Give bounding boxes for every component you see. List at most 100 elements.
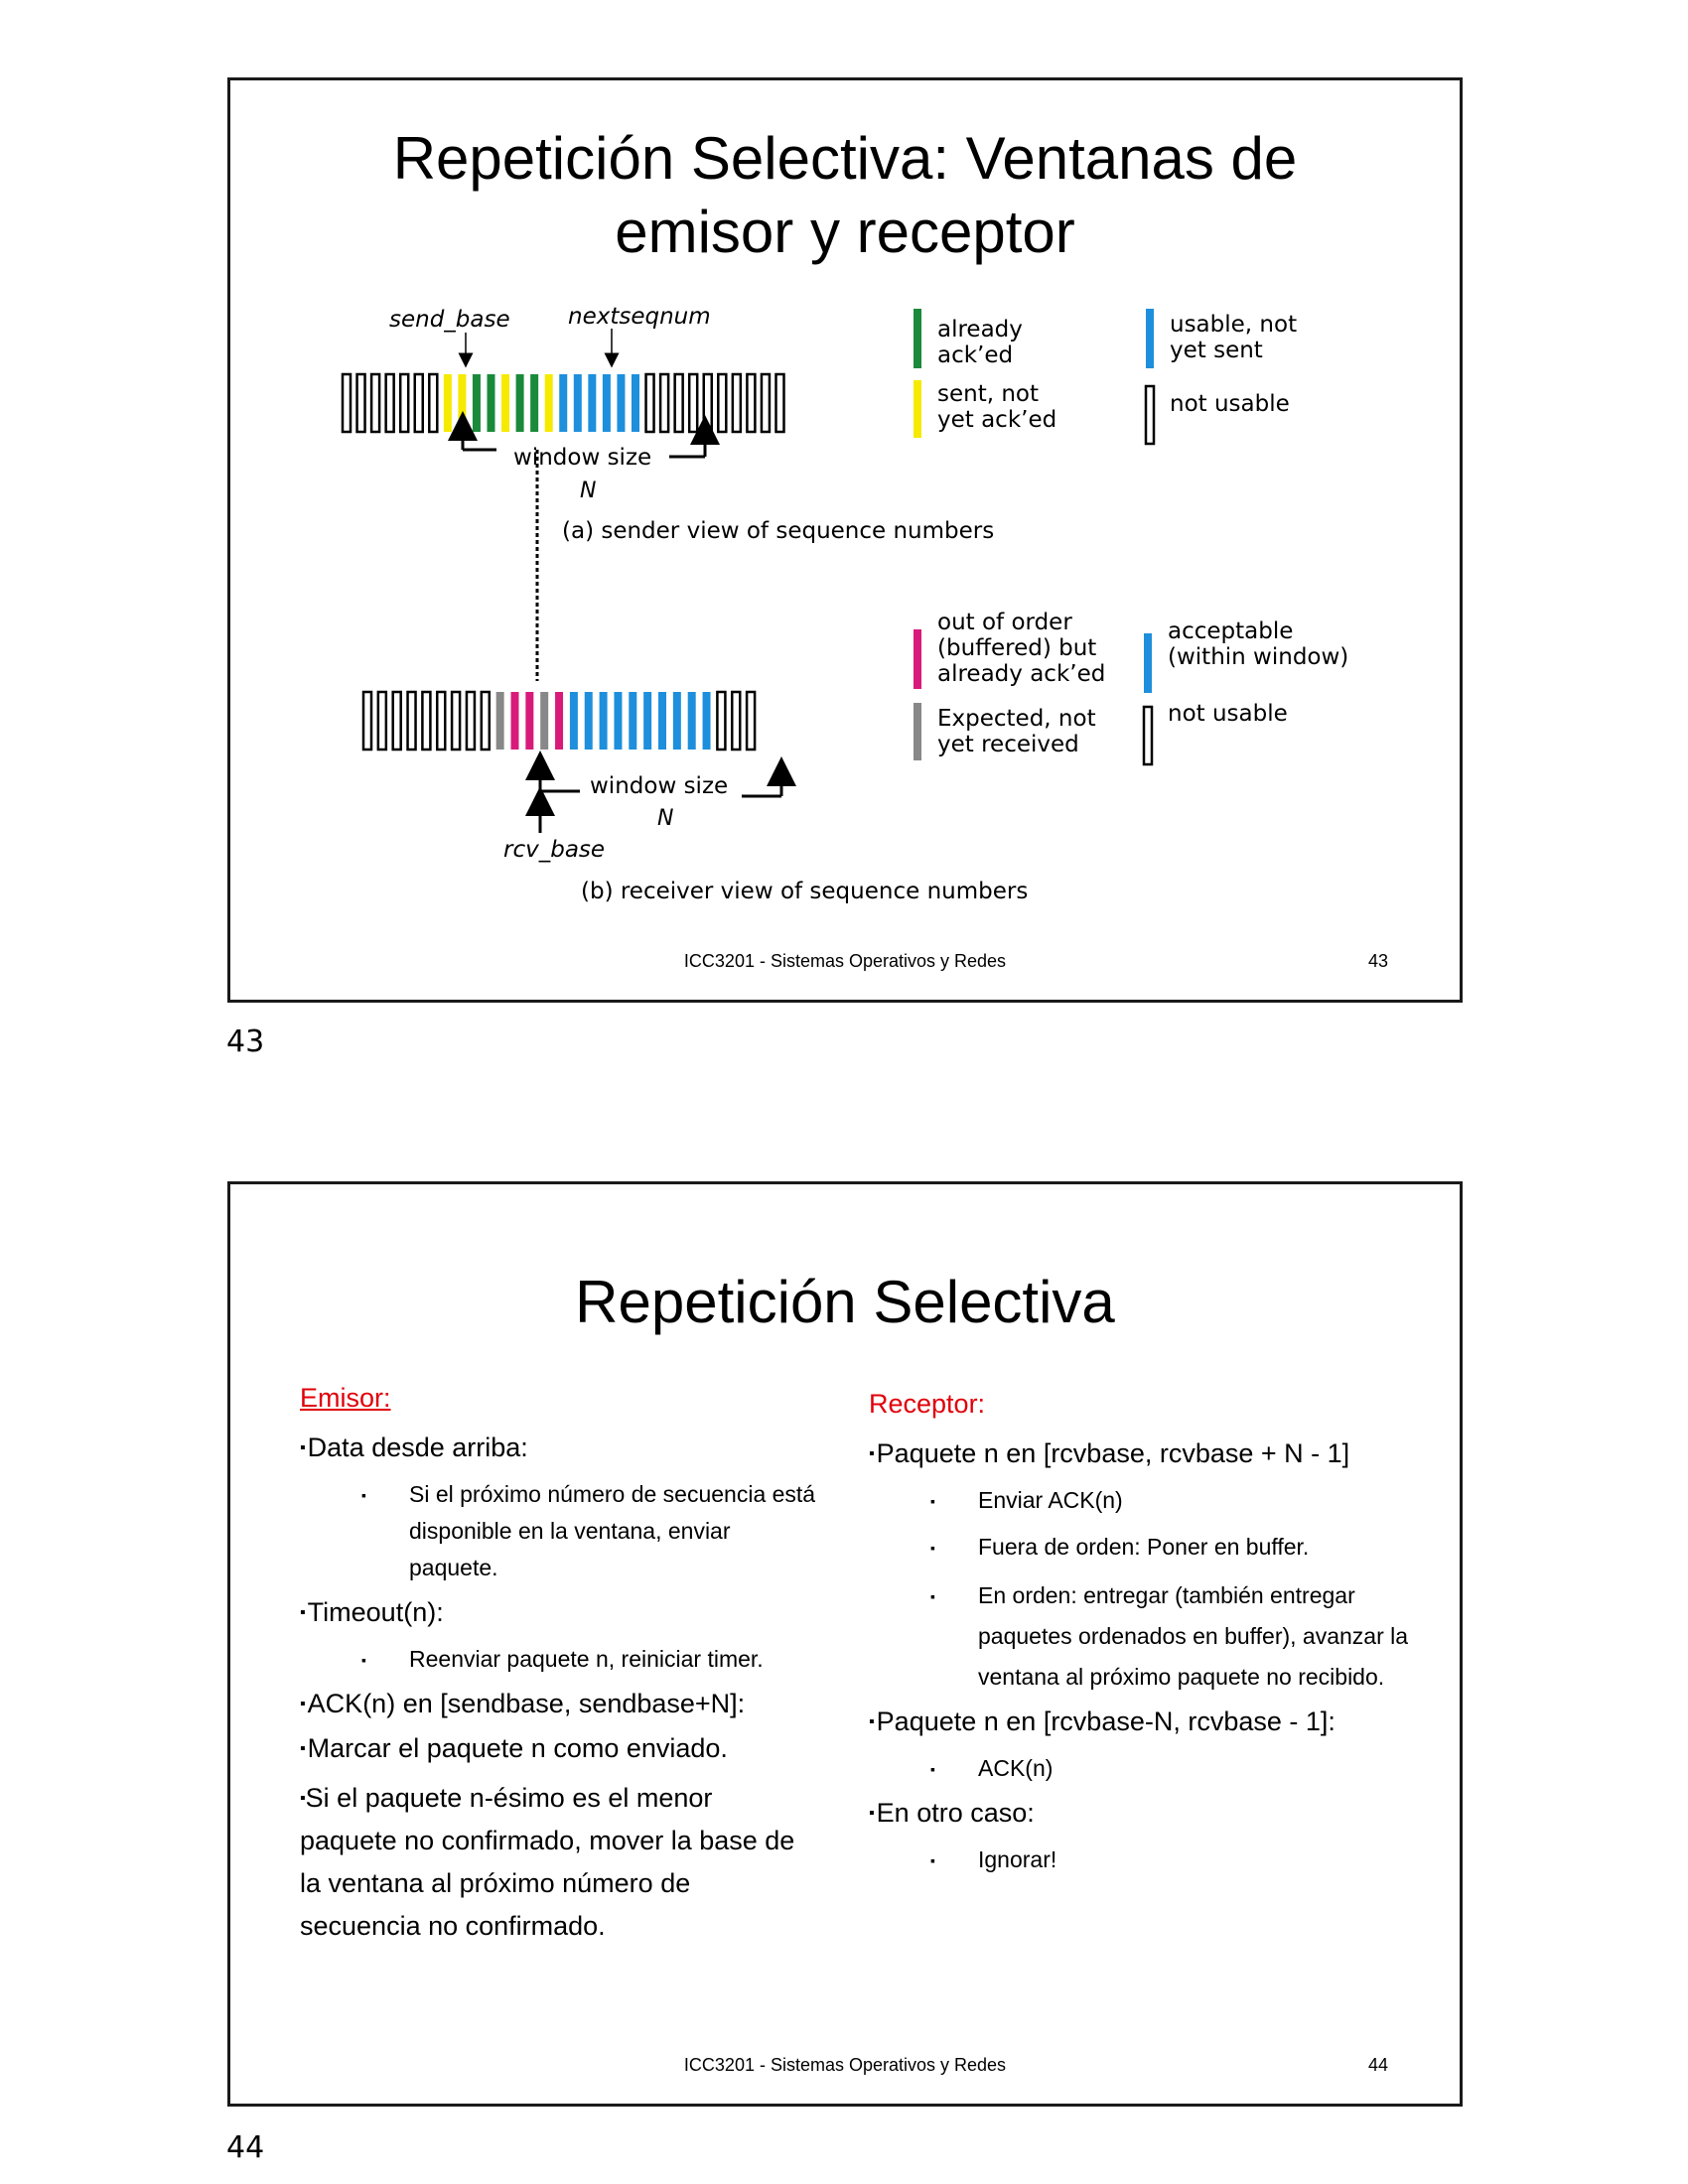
- send-base-label: send_base: [389, 307, 510, 333]
- sequence-number-box-none: [384, 372, 395, 434]
- bullet-marker: ▪: [930, 1852, 935, 1868]
- slide-title: Repetición Selectiva: [575, 1269, 1115, 1335]
- bullet-marker: ▪: [930, 1493, 935, 1509]
- sub-bullet: ▪ Fuera de orden: Poner en buffer.: [930, 1529, 1425, 1566]
- bullet-text: Data desde arriba:: [307, 1433, 528, 1462]
- sequence-number-box-none: [774, 372, 785, 434]
- sequence-number-box-blue: [588, 374, 597, 432]
- sequence-number-box-none: [465, 690, 477, 751]
- bullet: ▪Paquete n en [rcvbase, rcvbase + N - 1]: [869, 1437, 1425, 1470]
- bullet-marker: ▪: [930, 1540, 935, 1556]
- sequence-number-box-none: [391, 690, 402, 751]
- sender-caption: (a) sender view of sequence numbers: [562, 518, 994, 544]
- sub-bullet: ▪ Enviar ACK(n): [930, 1482, 1425, 1519]
- bullet-marker: ▪: [869, 1713, 875, 1730]
- sequence-number-box-green: [487, 374, 495, 432]
- title-line-2: emisor y receptor: [615, 199, 1075, 265]
- bullet: ▪ACK(n) en [sendbase, sendbase+N]:: [300, 1688, 816, 1720]
- legend-label: yet sent: [1170, 338, 1263, 363]
- sequence-number-box-none: [658, 372, 670, 434]
- sequence-number-box-none: [421, 690, 432, 751]
- legend-label: (within window): [1168, 644, 1348, 670]
- sequence-number-box-none: [398, 372, 410, 434]
- sequence-number-box-yellow: [501, 374, 510, 432]
- bullet-text: Paquete n en [rcvbase, rcvbase + N - 1]: [876, 1438, 1350, 1468]
- slide-footer: ICC3201 - Sistemas Operativos y Redes: [683, 951, 1007, 971]
- sequence-number-box-blue: [573, 374, 582, 432]
- legend-label: acceptable: [1168, 618, 1293, 644]
- sub-bullet: ▪ Reenviar paquete n, reiniciar timer.: [361, 1641, 816, 1678]
- sequence-number-box-pink: [510, 692, 519, 750]
- page-number: 43: [226, 1024, 265, 1059]
- sequence-number-box-none: [369, 372, 381, 434]
- sequence-number-box-blue: [584, 692, 593, 750]
- nextseqnum-label: nextseqnum: [568, 304, 711, 330]
- sequence-number-box-none: [687, 372, 699, 434]
- sequence-number-box-none: [406, 690, 417, 751]
- bullet-marker: ▪: [869, 1805, 875, 1822]
- sequence-number-box-blue: [672, 692, 681, 750]
- legend-label: already ack’ed: [937, 661, 1105, 687]
- legend-swatch: [1144, 384, 1156, 446]
- sequence-number-box-gray: [540, 692, 549, 750]
- sender-sequence-row: [341, 372, 785, 434]
- bullet: ▪Si el paquete n-ésimo es el menor paque…: [300, 1777, 816, 1948]
- bullet-text: ACK(n): [978, 1755, 1054, 1781]
- bullet-marker: ▪: [300, 1696, 306, 1712]
- sequence-number-box-blue: [614, 692, 623, 750]
- sequence-number-box-blue: [617, 374, 626, 432]
- sequence-number-box-blue: [687, 692, 696, 750]
- bullet: ▪Data desde arriba:: [300, 1432, 816, 1464]
- bullet-marker: ▪: [300, 1439, 306, 1456]
- sequence-number-box-yellow: [443, 374, 452, 432]
- sub-bullet: ▪ Ignorar!: [930, 1842, 1425, 1878]
- bullet-marker: ▪: [930, 1588, 935, 1604]
- bullet: ▪En otro caso:: [869, 1797, 1425, 1830]
- sender-n-label: N: [580, 478, 596, 503]
- legend-label: already: [937, 317, 1023, 342]
- emisor-heading: Emisor:: [300, 1383, 391, 1413]
- slide-number: 44: [1367, 2055, 1388, 2075]
- sequence-number-box-none: [716, 690, 727, 751]
- sequence-number-box-none: [746, 372, 757, 434]
- bullet-text: ACK(n) en [sendbase, sendbase+N]:: [307, 1689, 746, 1718]
- sequence-number-box-blue: [658, 692, 666, 750]
- legend-swatch: [1146, 309, 1154, 368]
- receiver-n-label: N: [657, 806, 673, 831]
- sequence-number-box-green: [472, 374, 481, 432]
- sequence-number-box-none: [717, 372, 728, 434]
- bullet-text: Timeout(n):: [307, 1597, 444, 1627]
- legend-label: not usable: [1168, 701, 1288, 727]
- legend-label: (buffered) but: [937, 635, 1096, 661]
- bullet-text: Paquete n en [rcvbase-N, rcvbase - 1]:: [876, 1706, 1336, 1736]
- bullet-marker: ▪: [300, 1740, 306, 1757]
- sequence-number-box-blue: [602, 374, 611, 432]
- sequence-number-box-yellow: [544, 374, 553, 432]
- receiver-caption: (b) receiver view of sequence numbers: [581, 879, 1028, 904]
- sequence-number-box-blue: [643, 692, 652, 750]
- receiver-window-size-label: window size: [590, 773, 728, 799]
- bullet-marker: ▪: [361, 1487, 366, 1503]
- sequence-number-box-none: [760, 372, 772, 434]
- sequence-number-box-none: [480, 690, 492, 751]
- bullet-marker: ▪: [930, 1761, 935, 1777]
- legend-label: Expected, not: [937, 706, 1096, 732]
- bullet-text: Marcar el paquete n como enviado.: [307, 1733, 728, 1763]
- sequence-number-box-green: [530, 374, 539, 432]
- sequence-number-box-blue: [569, 692, 578, 750]
- sequence-number-box-blue: [599, 692, 608, 750]
- legend-label: not usable: [1170, 391, 1290, 417]
- sequence-number-box-none: [673, 372, 684, 434]
- legend-swatch: [914, 380, 921, 438]
- sequence-number-box-pink: [555, 692, 564, 750]
- bullet-marker: ▪: [300, 1790, 306, 1807]
- bullet-text: Ignorar!: [978, 1846, 1057, 1872]
- bullet-marker: ▪: [869, 1445, 875, 1462]
- receiver-sequence-row: [361, 690, 757, 751]
- sequence-number-box-none: [702, 372, 713, 434]
- legend-label: usable, not: [1170, 312, 1297, 338]
- bullet-marker: ▪: [300, 1604, 306, 1621]
- sequence-number-box-none: [745, 690, 757, 751]
- sequence-number-box-pink: [525, 692, 534, 750]
